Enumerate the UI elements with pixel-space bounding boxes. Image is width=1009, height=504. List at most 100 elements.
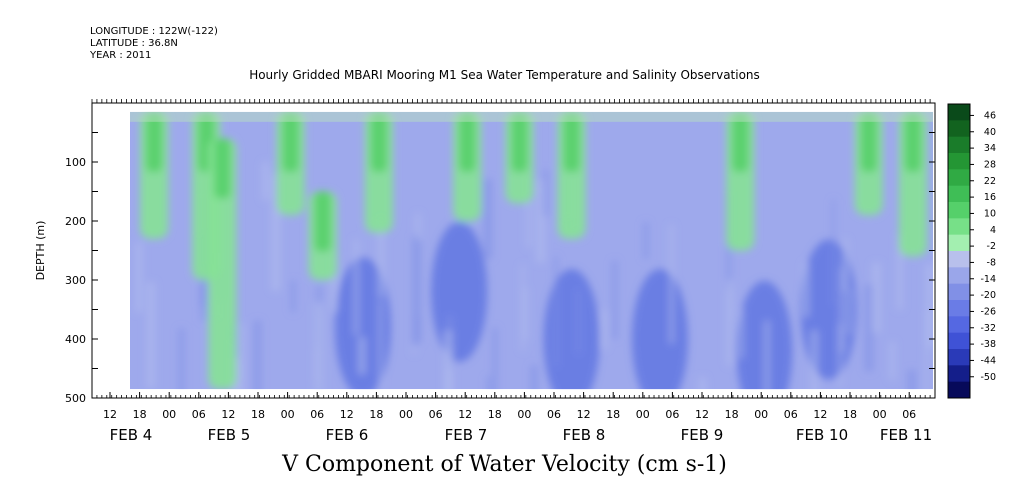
- green-core: [282, 111, 299, 172]
- colorbar-label: 16: [984, 192, 996, 203]
- blue-core: [631, 269, 688, 390]
- blue-core: [334, 257, 391, 390]
- x-hour-label: 12: [695, 408, 709, 421]
- x-hour-label: 18: [133, 408, 147, 421]
- field-streak: [864, 284, 874, 372]
- x-hour-label: 06: [784, 408, 798, 421]
- field-streak: [378, 299, 383, 387]
- field-streak: [832, 199, 836, 306]
- colorbar-label: -38: [980, 339, 996, 350]
- green-column: [208, 138, 237, 390]
- field-streak: [447, 348, 452, 390]
- x-date-label: FEB 4: [110, 426, 153, 444]
- colorbar-swatch: [948, 153, 970, 170]
- x-axis: 12 18 00 06 12 18 00 06 12 18 00 06 12 18 00 06 12 18 00 06…: [91, 99, 932, 444]
- field-streak: [237, 324, 245, 390]
- colorbar-swatch: [948, 316, 970, 334]
- field-streak: [907, 369, 916, 390]
- x-hour-label: 12: [221, 408, 235, 421]
- green-core: [511, 111, 528, 172]
- longitude-label: LONGITUDE : 122W(-122): [90, 26, 218, 37]
- x-hour-label: 06: [429, 408, 443, 421]
- y-tick-label: 400: [65, 333, 86, 346]
- field-streak: [536, 179, 545, 263]
- colorbar-swatch: [948, 267, 970, 285]
- x-hour-label: 06: [547, 408, 561, 421]
- colorbar-label: -8: [987, 257, 996, 268]
- x-hour-label: 06: [192, 408, 206, 421]
- colorbar-label: 40: [984, 127, 996, 138]
- colorbar-label: 34: [984, 143, 996, 154]
- x-hour-label: 12: [103, 408, 117, 421]
- y-axis: 100 200 300 400 500: [65, 102, 935, 405]
- field-streak: [739, 308, 744, 359]
- field-streak: [178, 328, 185, 390]
- y-tick-label: 100: [65, 156, 86, 169]
- field-streak: [847, 289, 852, 335]
- field-streak: [889, 341, 896, 380]
- colorbar-label: -32: [980, 323, 996, 334]
- y-tick-label: 300: [65, 274, 86, 287]
- velocity-field: [130, 111, 933, 390]
- field-streak: [897, 234, 903, 310]
- field-streak: [643, 222, 649, 260]
- x-hour-label: 12: [577, 408, 591, 421]
- x-hour-label: 18: [606, 408, 620, 421]
- colorbar-label: -2: [987, 241, 996, 252]
- x-hour-label: 18: [725, 408, 739, 421]
- field-streak: [612, 260, 618, 340]
- colorbar-label: -14: [980, 274, 996, 285]
- field-streak: [271, 173, 281, 291]
- colorbar-swatch: [948, 202, 970, 219]
- green-core: [860, 111, 877, 172]
- colorbar-swatch: [948, 104, 970, 121]
- colorbar-swatch: [948, 349, 970, 366]
- x-hour-label: 00: [873, 408, 887, 421]
- x-hour-label: 06: [665, 408, 679, 421]
- field-streak: [523, 287, 528, 340]
- field-streak: [841, 255, 848, 349]
- x-date-label: FEB 8: [563, 426, 606, 444]
- field-streak: [699, 377, 706, 390]
- colorbar-label: -20: [980, 290, 996, 301]
- latitude-label: LATITUDE : 36.8N: [90, 38, 178, 49]
- x-date-label: FEB 11: [880, 426, 932, 444]
- colorbar-label: 10: [984, 208, 996, 219]
- colorbar-label: 22: [984, 176, 996, 187]
- colorbar-label: -50: [980, 372, 996, 383]
- field-streak: [354, 239, 359, 336]
- field-streak: [669, 224, 674, 344]
- field-streak: [521, 264, 525, 351]
- x-hour-label: 12: [458, 408, 472, 421]
- x-hour-label: 00: [517, 408, 531, 421]
- field-streak: [314, 302, 323, 390]
- colorbar-label: 46: [984, 110, 996, 121]
- x-hour-label: 12: [813, 408, 827, 421]
- green-core: [146, 111, 163, 172]
- colorbar-swatch: [948, 120, 970, 138]
- x-hour-label: 18: [843, 408, 857, 421]
- green-core: [563, 111, 580, 172]
- x-axis-title: V Component of Water Velocity (cm s-1): [282, 452, 727, 477]
- field-streak: [576, 289, 581, 355]
- field-streak: [811, 330, 818, 390]
- colorbar-swatch: [948, 185, 970, 203]
- field-streak: [803, 263, 809, 317]
- x-hour-label: 00: [399, 408, 413, 421]
- x-hour-label: 00: [754, 408, 768, 421]
- field-streak: [925, 264, 933, 348]
- colorbar-label: 4: [990, 225, 996, 236]
- x-hour-label: 18: [251, 408, 265, 421]
- field-streak: [600, 310, 607, 349]
- x-hour-label: 00: [162, 408, 176, 421]
- colorbar-label: -26: [980, 306, 996, 317]
- x-hour-label: 06: [902, 408, 916, 421]
- colorbar-label: 28: [984, 159, 996, 170]
- field-streak: [554, 256, 558, 368]
- x-hour-label: 18: [488, 408, 502, 421]
- field-streak: [146, 282, 155, 389]
- field-streak: [543, 169, 549, 217]
- plot-title: Hourly Gridded MBARI Mooring M1 Sea Wate…: [249, 68, 760, 82]
- field-streak: [412, 239, 422, 344]
